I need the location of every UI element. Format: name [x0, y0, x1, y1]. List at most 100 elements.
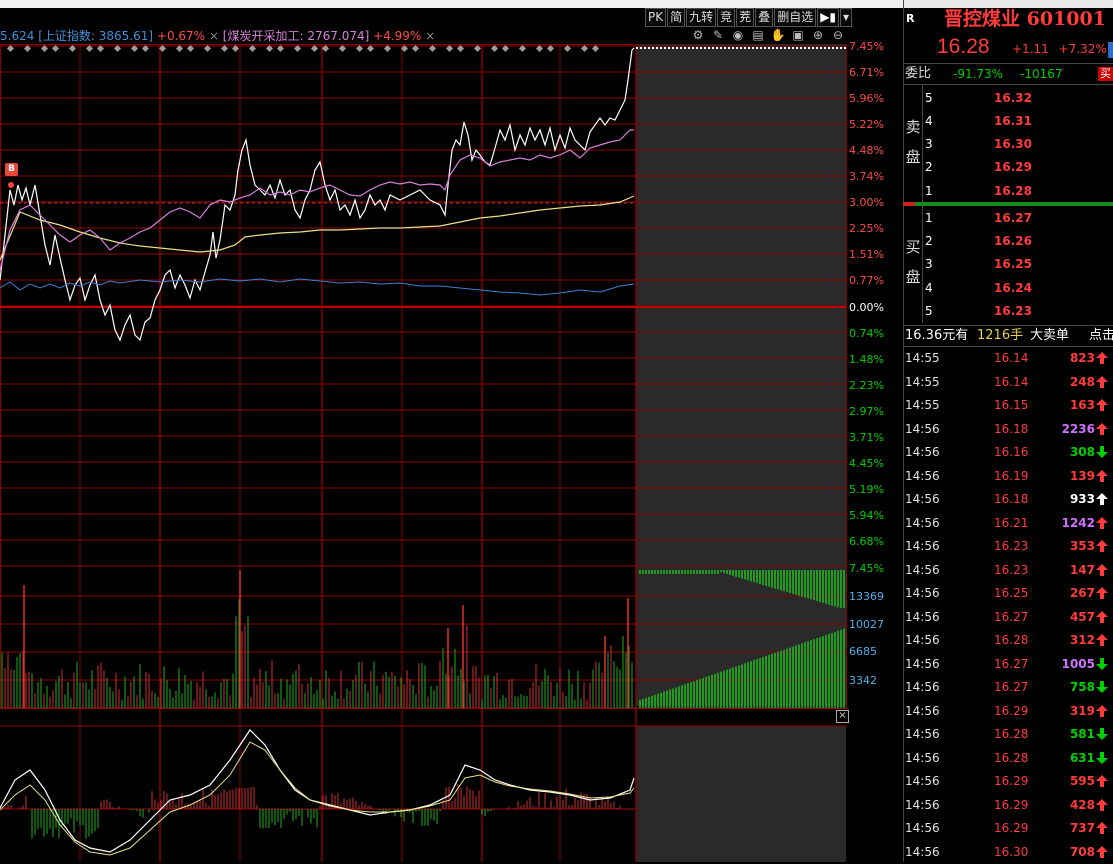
tick-row[interactable]: 14:55 16.14 248 — [903, 371, 1113, 394]
arrow-up-icon — [1096, 563, 1108, 576]
pk-button[interactable]: PK — [645, 8, 667, 27]
intraday-chart[interactable] — [0, 0, 903, 862]
bid-row[interactable]: 5 16.23 — [903, 300, 1113, 322]
close-volume-pane-icon[interactable]: × — [836, 710, 849, 723]
big-order-summary[interactable]: 16.36元有 1216手 大卖单 点击 — [903, 325, 1113, 347]
eye-icon[interactable]: ◉ — [732, 28, 744, 42]
sell-label-text: 卖盘 — [905, 118, 921, 166]
tick-row[interactable]: 14:56 16.18 933 — [903, 488, 1113, 511]
tick-time: 14:56 — [905, 703, 940, 718]
jiuzhuan-button[interactable]: 九转 — [686, 8, 717, 27]
lock-icon[interactable]: ▣ — [792, 28, 804, 42]
ask-row[interactable]: 5 16.32 — [903, 87, 1113, 109]
summary-click[interactable]: 点击 — [1089, 328, 1113, 343]
tick-row[interactable]: 14:56 16.25 267 — [903, 582, 1113, 605]
bid-row[interactable]: 2 16.26 — [903, 230, 1113, 252]
auction-button[interactable]: 竞 — [717, 8, 736, 27]
book-level: 1 — [925, 184, 933, 198]
event-marker — [130, 44, 139, 53]
tick-volume: 631 — [1069, 750, 1095, 765]
zoom-in-icon[interactable]: ⊕ — [812, 28, 824, 42]
remove-index-icon[interactable]: × — [208, 29, 219, 43]
ask-row[interactable]: 2 16.29 — [903, 156, 1113, 178]
tick-time: 14:55 — [905, 351, 940, 365]
bid-row[interactable]: 3 16.25 — [903, 253, 1113, 275]
tick-time: 14:56 — [905, 656, 940, 671]
index-name[interactable]: [上证指数: — [38, 29, 95, 43]
pct-tick-up: 5.96% — [849, 92, 884, 105]
after-hours-area — [636, 44, 846, 706]
simple-button[interactable]: 简 — [667, 8, 686, 27]
tick-row[interactable]: 14:56 16.29 319 — [903, 700, 1113, 723]
current-price: 16.28 — [937, 35, 990, 58]
after-hours-area-macd — [636, 726, 846, 862]
remove-sector-icon[interactable]: × — [425, 29, 436, 43]
tick-price: 16.21 — [994, 515, 1029, 530]
tick-row[interactable]: 14:56 16.29 737 — [903, 817, 1113, 840]
tick-row[interactable]: 14:56 16.30 708 — [903, 841, 1113, 864]
settings-icon[interactable]: ⚙ — [692, 28, 704, 42]
basket-icon[interactable]: ▤ — [752, 28, 764, 42]
ask-row[interactable]: 4 16.31 — [903, 110, 1113, 132]
remove-watchlist-button[interactable]: 删自选 — [774, 8, 817, 27]
tick-volume: 457 — [1069, 609, 1095, 624]
pct-tick-up: 3.00% — [849, 196, 884, 209]
panel-side-tab[interactable] — [1108, 42, 1113, 58]
pen-icon[interactable]: ✎ — [712, 28, 724, 42]
mao-button[interactable]: 茺 — [736, 8, 755, 27]
bid-row[interactable]: 1 16.27 — [903, 207, 1113, 229]
tick-row[interactable]: 14:56 16.29 428 — [903, 794, 1113, 817]
book-level: 4 — [925, 114, 933, 128]
tick-row[interactable]: 14:56 16.27 758 — [903, 676, 1113, 699]
tick-row[interactable]: 14:56 16.27 457 — [903, 606, 1113, 629]
buy-marker[interactable]: B — [5, 163, 18, 176]
order-diff-value: -10167 — [1020, 67, 1063, 81]
stock-code: 601001 — [1026, 8, 1106, 30]
tick-price: 16.27 — [994, 680, 1029, 694]
overlay-button[interactable]: 叠 — [755, 8, 774, 27]
tick-row[interactable]: 14:56 16.28 581 — [903, 723, 1113, 746]
arrow-up-icon — [1096, 399, 1108, 411]
zoom-out-icon[interactable]: ⊖ — [832, 28, 844, 42]
event-marker — [501, 44, 510, 53]
hand-icon[interactable]: ✋ — [770, 28, 786, 42]
buy-tag[interactable]: 买 — [1098, 67, 1113, 81]
ask-row[interactable]: 1 16.28 — [903, 180, 1113, 202]
book-price: 16.31 — [994, 114, 1032, 128]
tick-row[interactable]: 14:56 16.27 1005 — [903, 653, 1113, 676]
tick-time: 14:56 — [905, 680, 940, 694]
tick-price: 16.27 — [994, 609, 1029, 624]
tick-row[interactable]: 14:56 16.18 2236 — [903, 418, 1113, 441]
tick-row[interactable]: 14:56 16.19 139 — [903, 465, 1113, 488]
bid-row[interactable]: 4 16.24 — [903, 277, 1113, 299]
tick-row[interactable]: 14:55 16.15 163 — [903, 394, 1113, 417]
tick-price: 16.29 — [994, 821, 1029, 835]
tick-time: 14:55 — [905, 398, 940, 412]
tick-row[interactable]: 14:56 16.23 147 — [903, 559, 1113, 582]
sector-name[interactable]: [煤炭开采加工: — [222, 29, 304, 43]
ask-row[interactable]: 3 16.30 — [903, 133, 1113, 155]
change-amount: +1.11 — [1012, 42, 1049, 56]
index-change: +0.67% — [156, 29, 206, 43]
pct-tick-up: 5.22% — [849, 118, 884, 131]
tick-row[interactable]: 14:56 16.21 1242 — [903, 512, 1113, 535]
dropdown-icon[interactable]: ▾ — [840, 8, 853, 27]
pct-tick-up: 7.45% — [849, 40, 884, 53]
tick-row[interactable]: 14:56 16.28 312 — [903, 629, 1113, 652]
tick-price: 16.27 — [994, 656, 1029, 671]
arrow-down-icon — [1096, 728, 1108, 740]
tick-price: 16.15 — [994, 398, 1029, 412]
event-marker — [265, 44, 274, 53]
tick-volume: 581 — [1069, 727, 1095, 741]
pct-tick-up: 3.74% — [849, 170, 884, 183]
tick-time: 14:56 — [905, 609, 940, 624]
event-marker — [546, 44, 555, 53]
book-level: 1 — [925, 211, 933, 225]
collapse-panel-icon[interactable]: ▶▮ — [817, 8, 840, 27]
tick-row[interactable]: 14:55 16.14 823 — [903, 347, 1113, 370]
tick-row[interactable]: 14:56 16.28 631 — [903, 747, 1113, 770]
tick-row[interactable]: 14:56 16.23 353 — [903, 535, 1113, 558]
arrow-down-icon — [1096, 751, 1108, 764]
tick-row[interactable]: 14:56 16.16 308 — [903, 441, 1113, 464]
tick-row[interactable]: 14:56 16.29 595 — [903, 770, 1113, 793]
